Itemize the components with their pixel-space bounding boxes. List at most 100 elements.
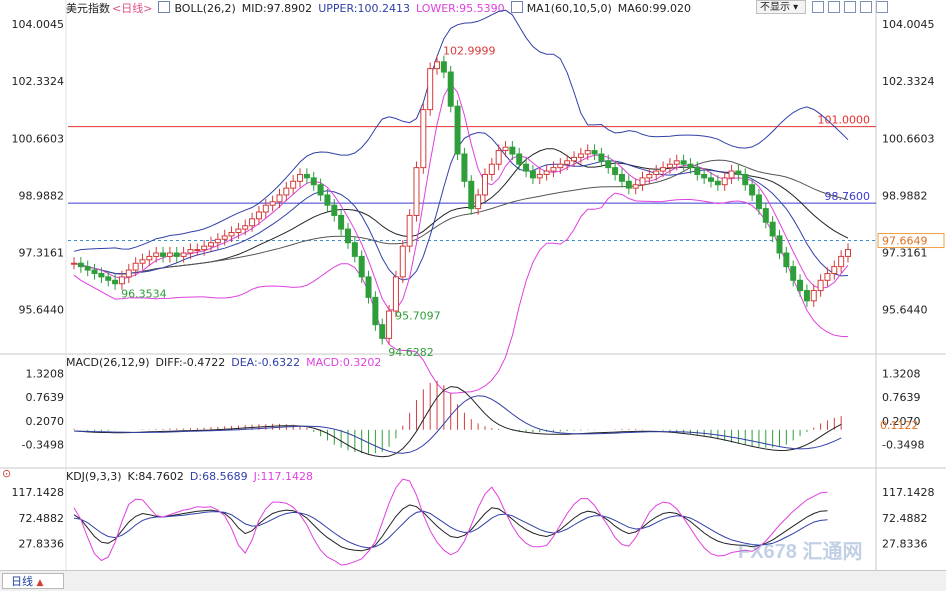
candle-body	[310, 177, 317, 186]
hline-label: 101.0000	[818, 114, 871, 127]
annotation-label: 95.7097	[395, 309, 441, 322]
candle-body	[194, 249, 201, 252]
candle-body	[536, 173, 543, 179]
candle-body	[214, 238, 221, 244]
ma10-line	[73, 131, 849, 281]
macd-tick-label-left: 0.7639	[26, 391, 65, 404]
price-tick-label-left: 102.3324	[12, 75, 65, 88]
candle-body	[351, 242, 358, 257]
candle-body	[338, 214, 345, 230]
candle-body	[290, 180, 297, 189]
kdj-tick-label-left: 27.8336	[19, 537, 65, 550]
macd-value: MACD:0.3202	[306, 356, 382, 369]
candle-body	[632, 184, 639, 189]
candle-body	[283, 187, 290, 196]
tab-daily-label: 日线	[11, 575, 33, 588]
candle-body	[242, 225, 249, 230]
candle-body	[118, 276, 125, 285]
macd-tick-label-right: 0.7639	[882, 391, 921, 404]
candle-body	[502, 146, 509, 152]
period-label[interactable]: <日线>	[112, 2, 153, 15]
macd-tick-label-right: 0.2070	[882, 415, 921, 428]
candle-body	[372, 296, 379, 326]
candle-body	[461, 153, 468, 182]
candle-body	[303, 173, 310, 179]
zoom-icon[interactable]	[828, 1, 840, 13]
candle-body	[708, 177, 715, 182]
kdj-tick-label-right: 72.4882	[882, 512, 928, 525]
candle-body	[139, 259, 146, 264]
price-tick-label-right: 95.6440	[882, 304, 928, 317]
candle-body	[673, 160, 680, 165]
candle-body	[180, 252, 187, 257]
macd-tick-label-left: -0.3498	[22, 439, 64, 452]
candle-body	[454, 105, 461, 155]
kdj-marker-icon: ⊙	[2, 467, 12, 480]
grid-icon[interactable]	[812, 1, 824, 13]
candle-body	[529, 170, 536, 179]
candle-body	[769, 221, 776, 237]
candle-body	[618, 173, 625, 182]
candle-body	[824, 272, 831, 281]
hide-dropdown[interactable]: 不显示 ▾	[756, 0, 806, 14]
diff-value: DIFF:-0.4722	[155, 356, 226, 369]
dea-value: DEA:-0.6322	[231, 356, 301, 369]
ma-icon	[510, 1, 523, 13]
ma5-line	[73, 82, 849, 311]
price-tick-label-right: 104.0045	[882, 18, 935, 31]
close-panel-icon[interactable]	[844, 1, 856, 13]
candle-body	[488, 163, 495, 175]
candle-body	[132, 262, 139, 271]
macd-title: MACD(26,12,9)	[66, 356, 150, 369]
candle-body	[838, 255, 845, 268]
candle-body	[776, 235, 783, 254]
footer-bar: 日线 ▲	[0, 570, 946, 591]
candle-body	[392, 276, 399, 312]
macd-latest-label: 0.1122	[880, 419, 919, 432]
macd-tick-label-left: 0.2070	[26, 415, 65, 428]
candle-body	[365, 276, 372, 298]
candle-body	[201, 245, 208, 251]
candle-body	[557, 163, 564, 169]
candle-body	[755, 194, 762, 210]
candle-body	[564, 160, 571, 165]
candle-body	[653, 170, 660, 175]
tab-daily[interactable]: 日线 ▲	[2, 573, 64, 589]
price-tick-label-left: 104.0045	[12, 18, 65, 31]
candle-body	[584, 150, 591, 155]
j-value: J:117.1428	[253, 470, 314, 483]
candle-body	[105, 276, 112, 281]
candle-body	[605, 160, 612, 169]
candle-body	[276, 194, 283, 203]
price-tick-label-right: 100.6603	[882, 132, 935, 145]
candle-body	[91, 269, 98, 274]
chart-canvas[interactable]: 104.0045 104.0045 102.3324 102.3324 100.6603…	[0, 0, 946, 570]
d-value: D:68.5689	[189, 470, 248, 483]
candle-body	[399, 245, 406, 278]
candle-body	[831, 266, 838, 274]
triangle-up-icon: ▲	[36, 578, 44, 588]
candle-body	[406, 214, 413, 247]
candle-body	[639, 177, 646, 186]
candle-body	[810, 290, 817, 302]
kdj-tick-label-left: 72.4882	[19, 512, 65, 525]
price-tick-label-right: 97.3161	[882, 246, 928, 259]
ma60-line	[73, 159, 849, 275]
candle-body	[571, 156, 578, 162]
candle-body	[612, 167, 619, 175]
candle-body	[660, 167, 667, 172]
kdj-tick-label-right: 27.8336	[882, 537, 928, 550]
candle-body	[153, 252, 160, 257]
candle-body	[516, 153, 523, 165]
kdj-k-line	[73, 504, 828, 552]
candle-body	[728, 170, 735, 179]
candle-body	[358, 255, 365, 278]
candle-body	[262, 204, 269, 213]
candle-body	[297, 173, 304, 182]
hide-dropdown-label: 不显示	[760, 2, 790, 13]
kdj-j-line	[73, 478, 828, 566]
kdj-tick-label-left: 117.1428	[12, 486, 65, 499]
settings-icon[interactable]	[860, 1, 872, 13]
candle-body	[735, 170, 742, 175]
candle-body	[447, 71, 454, 107]
